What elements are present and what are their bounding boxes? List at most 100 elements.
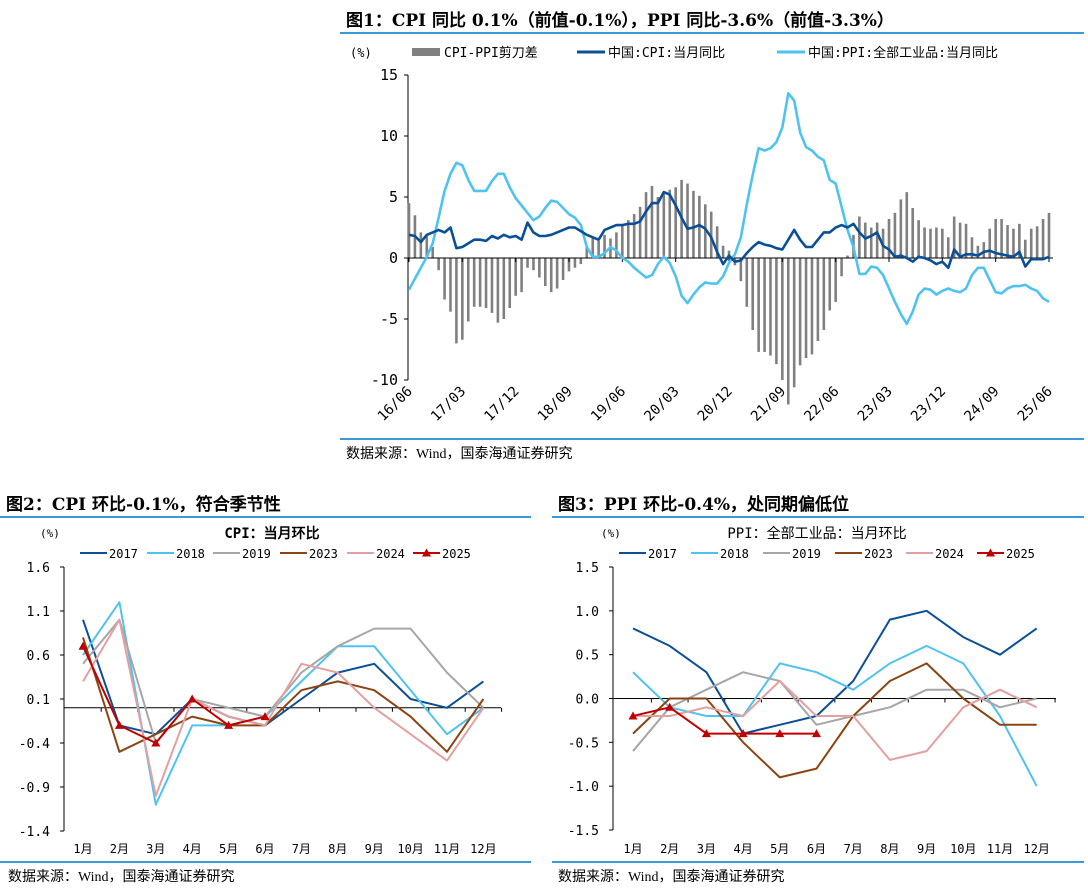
x-tick-label: 17/12 [481, 384, 522, 425]
legend-label-2019: 2019 [792, 547, 821, 561]
x-tick-label: 5月 [770, 842, 789, 856]
gap-bar [1029, 228, 1033, 258]
series-line-2024 [633, 680, 1038, 761]
fig2-title-rule [0, 516, 531, 518]
x-tick-label: 19/06 [588, 384, 629, 425]
data-point-2025 [628, 711, 638, 720]
gap-bar [929, 228, 932, 258]
data-point-2025 [665, 702, 675, 711]
gap-bar [407, 203, 411, 258]
gap-bar [775, 258, 778, 365]
gap-bar [721, 245, 725, 258]
gap-bar [656, 197, 660, 258]
data-point-2025 [78, 641, 88, 650]
gap-bar [792, 258, 796, 388]
x-tick-label: 2月 [110, 842, 129, 856]
gap-bar [834, 258, 837, 302]
gap-bar [899, 199, 903, 258]
x-tick-label: 9月 [365, 842, 384, 856]
gap-bar [520, 258, 523, 293]
ppi-yoy-line [407, 92, 1050, 326]
gap-bar [828, 258, 832, 311]
x-tick-label: 9月 [917, 842, 936, 856]
legend-label-2017: 2017 [648, 547, 677, 561]
gap-bar [484, 258, 488, 309]
x-tick-label: 20/03 [641, 384, 682, 425]
gap-bar [958, 222, 962, 258]
x-tick-label: 11月 [434, 842, 460, 856]
gap-bar [923, 227, 926, 258]
gap-bar [1041, 218, 1045, 258]
gap-bar [1023, 239, 1027, 258]
data-point-2025 [187, 694, 197, 703]
series-line-2023 [82, 637, 485, 753]
legend-label-gap: CPI-PPI剪刀差 [444, 45, 538, 61]
gap-bar [858, 216, 861, 258]
gap-bar [692, 190, 695, 258]
legend-label-2017: 2017 [109, 547, 138, 561]
gap-bar [869, 227, 873, 258]
x-tick-label: 2月 [660, 842, 679, 856]
gap-bar [526, 258, 529, 268]
gap-bar [478, 258, 482, 307]
x-tick-label: 23/12 [908, 384, 949, 425]
gap-bar [555, 258, 559, 289]
gap-bar [946, 237, 950, 258]
gap-bar [887, 218, 891, 258]
x-tick-label: 10月 [397, 842, 423, 856]
cpi-yoy-line [408, 190, 1050, 270]
y-tick-label: 0.5 [576, 649, 599, 664]
gap-bar [573, 258, 577, 268]
gap-bar [976, 245, 980, 258]
legend-label-ppi: 中国:PPI:全部工业品:当月同比 [808, 45, 998, 61]
gap-bar [1018, 223, 1021, 258]
gap-bar [425, 236, 429, 258]
x-tick-label: 6月 [807, 842, 826, 856]
y-tick-label: 15 [380, 66, 398, 84]
y-tick-label: -1.4 [19, 825, 50, 840]
x-tick-label: 16/06 [375, 384, 416, 425]
legend-label-2019: 2019 [242, 547, 271, 561]
y-tick-label: -0.9 [19, 781, 50, 796]
chart-title: CPI：当月环比 [224, 525, 319, 542]
fig3-title: 图3：PPI 环比-0.4%，处同期偏低位 [558, 495, 850, 515]
gap-bar [745, 258, 749, 307]
x-tick-label: 4月 [733, 842, 752, 856]
data-point-2025 [224, 720, 234, 729]
legend-marker-triangle-icon [986, 548, 995, 557]
gap-bar [1000, 218, 1003, 258]
x-tick-label: 20/12 [695, 384, 736, 425]
fig2-source-rule [0, 861, 531, 863]
gap-bar [674, 187, 677, 258]
gap-bar [810, 258, 814, 355]
gap-bar [490, 258, 494, 313]
x-tick-label: 25/06 [1015, 384, 1056, 425]
x-tick-label: 4月 [183, 842, 202, 856]
gap-bar [532, 258, 535, 271]
gap-bar [1047, 212, 1051, 258]
legend-label-2024: 2024 [376, 547, 405, 561]
y-tick-label: 10 [380, 127, 398, 145]
chart-title: PPI：全部工业品：当月环比 [727, 525, 906, 542]
fig1-chart: (%) CPI-PPI剪刀差 中国:CPI:当月同比 中国:PPI:全部工业品:当月同… [350, 45, 1056, 425]
gap-bar [763, 258, 766, 352]
x-tick-label: 11月 [987, 842, 1013, 856]
gap-bar [911, 207, 915, 258]
gap-bar [437, 258, 440, 271]
gap-bar [567, 258, 571, 272]
gap-bar [549, 258, 553, 293]
fig3-source-rule [552, 861, 1084, 863]
data-point-2025 [260, 712, 270, 721]
gap-bar [1012, 228, 1015, 258]
y-tick-label: 1.5 [576, 561, 599, 576]
gap-bar [905, 192, 909, 258]
gap-bar [431, 247, 435, 258]
x-tick-label: 21/09 [748, 384, 789, 425]
gap-bar [798, 258, 802, 366]
y-tick-label: -0.5 [568, 736, 599, 751]
gap-bar [591, 238, 595, 258]
fig3-source: 数据来源：Wind，国泰海通证券研究 [558, 870, 785, 885]
x-tick-label: 3月 [697, 842, 716, 856]
gap-bar [538, 258, 541, 278]
